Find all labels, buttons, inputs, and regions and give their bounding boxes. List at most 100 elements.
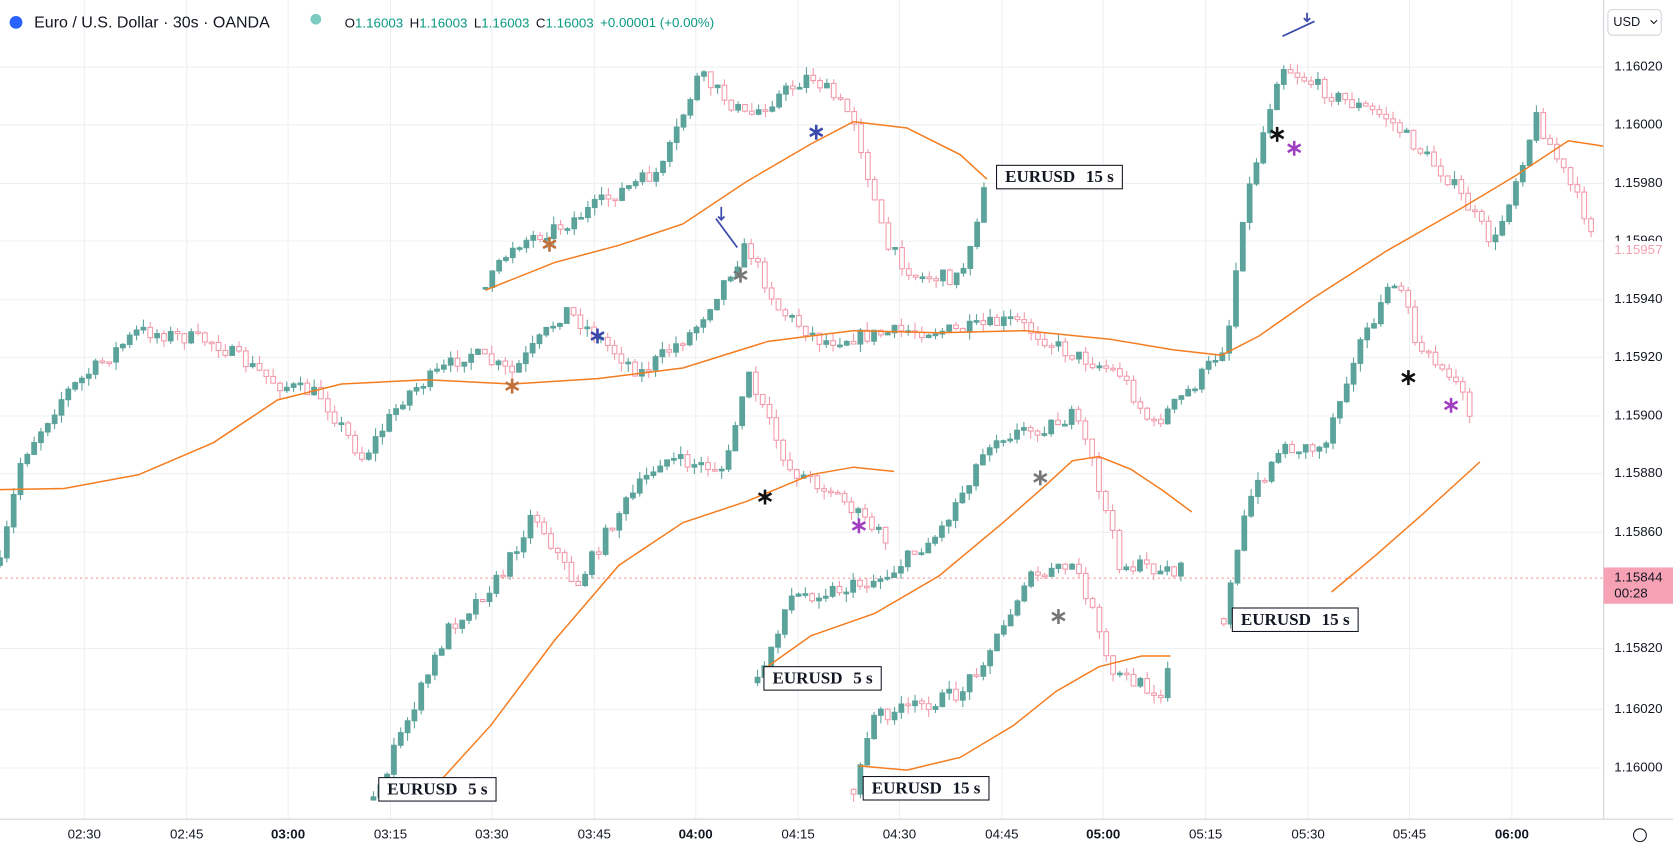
star-stroke (851, 521, 867, 531)
candle-body (1451, 179, 1458, 186)
candle-body (891, 324, 898, 334)
candle-body (803, 74, 810, 88)
candle-body (905, 268, 912, 276)
candle-body (1178, 395, 1185, 400)
price-label: 1.16020 (1614, 59, 1662, 74)
candle-body (1431, 151, 1437, 167)
candle-body (85, 373, 92, 379)
candle-body (1466, 391, 1473, 417)
candle-body (1082, 351, 1089, 365)
candle-body (714, 84, 721, 89)
candle-body (397, 732, 404, 746)
candle-body (17, 463, 24, 496)
candle-body (591, 198, 598, 209)
label-box (378, 777, 497, 802)
candle-body (795, 593, 802, 597)
candle-body (1350, 362, 1357, 385)
candle-body (1533, 112, 1540, 141)
time-label: 06:00 (1495, 827, 1529, 842)
candle-body (1391, 285, 1398, 289)
ma-lower3 (858, 655, 1171, 771)
candle-body (1021, 319, 1028, 324)
candle-body (1123, 672, 1130, 676)
time-label: 03:00 (271, 827, 305, 842)
candle-body (850, 340, 857, 345)
candle-body (1068, 408, 1075, 425)
candle-body (290, 383, 297, 388)
candle-body (1280, 69, 1287, 85)
candle-body (345, 422, 352, 436)
candle-body (741, 243, 748, 268)
candle-body (918, 552, 925, 555)
settings-icon[interactable] (1632, 828, 1647, 843)
candle-body (602, 527, 609, 555)
candle-body (1383, 113, 1390, 120)
candle-body (1123, 566, 1130, 571)
candle-body (1294, 72, 1301, 78)
candle-body (72, 382, 78, 390)
marker-price: 1.15957 (1614, 242, 1662, 257)
candle-body (652, 356, 659, 371)
candle-body (181, 333, 188, 344)
candle-body (646, 172, 653, 182)
candle-body (445, 623, 452, 650)
candle-body (727, 276, 734, 282)
candle-body (438, 648, 445, 656)
symbol-icon (9, 16, 23, 29)
candle-body (564, 228, 571, 231)
status-dot (310, 13, 322, 25)
candle-body (1069, 563, 1075, 570)
candle-body (793, 469, 800, 479)
candle-body (837, 97, 844, 100)
candle-body (1151, 692, 1157, 696)
candle-body (263, 369, 270, 377)
candle-body (666, 141, 673, 162)
candle-body (981, 187, 987, 223)
star-stroke (505, 381, 520, 391)
candle-body (1076, 351, 1082, 360)
candle-body (297, 382, 304, 386)
candle-body (31, 442, 38, 455)
candle-body (680, 114, 687, 128)
currency[interactable]: USD (1613, 14, 1640, 29)
candle-body (1096, 365, 1103, 369)
candle-body (609, 527, 616, 531)
candle-body (748, 110, 755, 115)
ohlc-value: 1.16003 (419, 15, 467, 30)
candle-body (1377, 302, 1384, 325)
candle-body (1371, 323, 1377, 329)
price-label: 1.16000 (1614, 760, 1662, 775)
label-box (763, 666, 882, 691)
candle-body (946, 688, 953, 694)
candle-body (575, 580, 582, 587)
candle-body (472, 599, 479, 615)
candle-body (684, 454, 691, 468)
candle-body (864, 329, 871, 342)
candle-body (283, 386, 290, 392)
candle-body (479, 599, 486, 603)
candle-body (1226, 325, 1233, 354)
candle-body (773, 417, 780, 441)
symbol-title[interactable]: Euro / U.S. Dollar · 30s · OANDA (34, 15, 270, 32)
candle-body (174, 330, 181, 335)
candle-body (1219, 352, 1226, 362)
candle-body (939, 525, 945, 538)
candle-body (1171, 398, 1178, 410)
candle-body (1241, 515, 1248, 551)
candle-body (1492, 234, 1499, 243)
candle-body (1048, 419, 1055, 435)
candle-body (1349, 99, 1355, 109)
candle-body (959, 691, 966, 701)
candle-body (215, 341, 222, 352)
candle-body (1275, 453, 1282, 463)
candle-body (967, 245, 974, 269)
candle-body (871, 329, 877, 342)
candle-body (858, 123, 864, 154)
label-symbol: EURUSD (872, 778, 942, 797)
candle-body (126, 334, 133, 345)
time-label: 03:45 (578, 827, 611, 842)
ohlc-item: C1.16003 (536, 15, 594, 30)
candle-body (933, 278, 940, 282)
currency-button[interactable] (1607, 9, 1662, 36)
candle-body (38, 431, 44, 444)
